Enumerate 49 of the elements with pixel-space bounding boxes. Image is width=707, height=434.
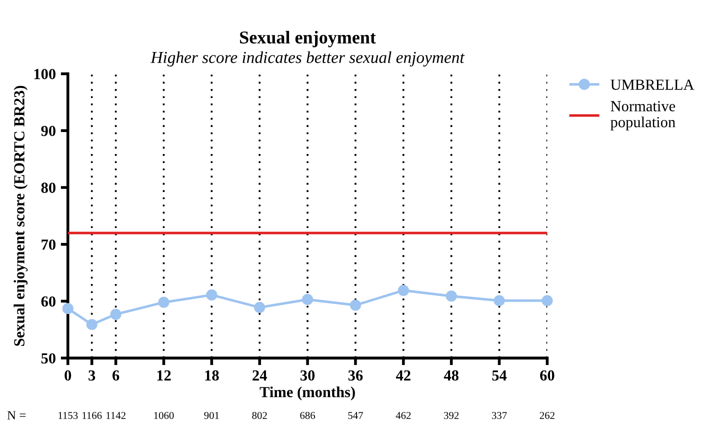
text: N = — [7, 411, 26, 420]
y-tick-label: 70 — [42, 239, 56, 250]
x-tick-label: 12 — [157, 370, 171, 380]
legend-label: Normative population — [610, 101, 676, 130]
x-tick-label: 0 — [64, 370, 72, 381]
x-tick-label: 60 — [540, 370, 554, 381]
point — [254, 302, 266, 314]
text: 337 — [492, 412, 507, 419]
text: 462 — [396, 412, 411, 419]
point — [350, 300, 362, 311]
chart-title: Sexual enjoyment — [240, 30, 376, 48]
x-axis-title: Time (months) — [260, 386, 355, 400]
x-tick-label: 36 — [348, 370, 363, 381]
text: 686 — [300, 412, 316, 419]
point — [494, 295, 505, 306]
x-tick-label: 30 — [300, 370, 315, 381]
point — [86, 318, 98, 330]
text: 1166 — [82, 412, 102, 419]
text: 547 — [348, 412, 363, 419]
x-tick-label: 24 — [252, 370, 267, 380]
y-axis-title: Sexual enjoyment score (EORTC BR23) — [14, 86, 28, 346]
text: 1060 — [154, 412, 174, 419]
x-tick-label: 54 — [492, 370, 507, 381]
x-tick-label: 18 — [205, 370, 219, 381]
text: 1142 — [106, 412, 126, 419]
y-tick-label: 80 — [41, 182, 56, 193]
y-tick-label: 60 — [41, 296, 56, 307]
text: 901 — [204, 412, 219, 419]
text: 802 — [252, 412, 267, 419]
legend-label: UMBRELLA — [610, 80, 694, 90]
x-tick-label: 6 — [112, 370, 120, 381]
text: 392 — [444, 412, 459, 419]
point — [302, 294, 314, 306]
x-tick-label: 3 — [88, 370, 96, 381]
y-tick-label: 50 — [41, 353, 56, 364]
point — [542, 295, 553, 306]
x-tick-label: 42 — [396, 370, 410, 380]
point — [110, 308, 122, 320]
text: 1153 — [58, 412, 78, 419]
point — [398, 284, 409, 296]
y-tick-label: 100 — [34, 68, 56, 80]
point — [62, 303, 74, 314]
y-tick-label: 90 — [41, 126, 56, 136]
point — [446, 290, 457, 302]
point — [158, 296, 170, 308]
chart-subtitle: Higher score indicates better sexual enjoyment — [150, 51, 465, 67]
text: 262 — [540, 412, 554, 419]
x-tick-label: 48 — [444, 370, 458, 381]
point — [206, 289, 218, 300]
